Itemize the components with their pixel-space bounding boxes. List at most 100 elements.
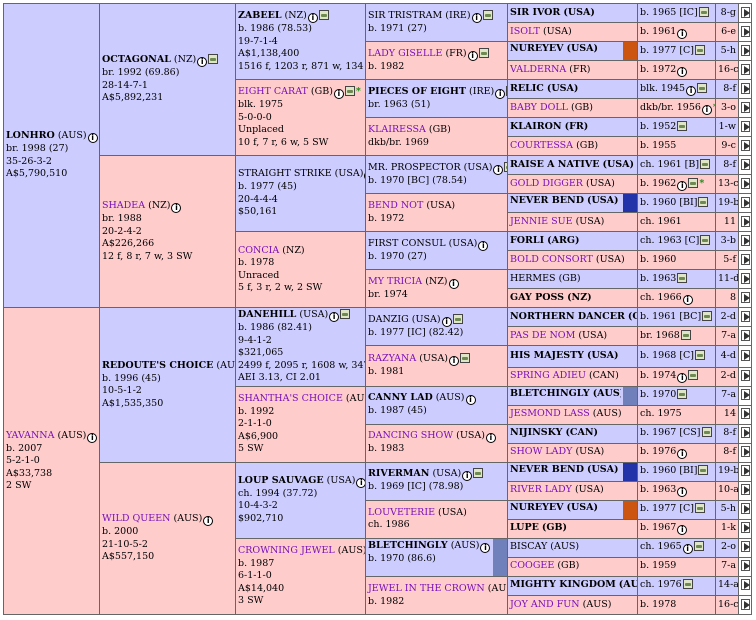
info-icon[interactable]: i [356, 477, 365, 488]
info-icon[interactable]: i [686, 85, 697, 96]
info-icon[interactable]: i [677, 487, 688, 498]
horse-name-link[interactable]: SHANTHA'S CHOICE [238, 392, 343, 404]
photo-icon[interactable] [344, 86, 355, 96]
expand-arrow-icon[interactable] [741, 310, 750, 322]
horse-name-link[interactable]: FORLI [510, 234, 545, 246]
info-icon[interactable]: i [478, 240, 489, 251]
expand-arrow-icon[interactable] [741, 177, 750, 189]
info-icon[interactable]: i [485, 433, 496, 444]
info-icon[interactable]: i [171, 203, 182, 213]
info-icon[interactable]: i [467, 50, 478, 61]
horse-name-link[interactable]: GAY POSS [510, 291, 565, 303]
expand-arrow-icon[interactable] [741, 560, 750, 572]
photo-icon[interactable] [697, 82, 708, 93]
horse-name-link[interactable]: JOY AND FUN [510, 598, 580, 610]
info-icon[interactable]: i [495, 88, 506, 99]
expand-arrow-icon[interactable] [741, 503, 750, 515]
expand-arrow-icon[interactable] [741, 484, 750, 496]
photo-icon[interactable] [473, 468, 484, 479]
horse-name-link[interactable]: SPRING ADIEU [510, 370, 586, 382]
horse-name-link[interactable]: BLETCHINGLY [368, 539, 448, 551]
expand-arrow-icon[interactable] [741, 291, 750, 303]
info-icon[interactable]: i [87, 133, 98, 144]
horse-name-link[interactable]: JESMOND LASS [510, 408, 590, 420]
info-icon[interactable]: i [449, 356, 460, 366]
horse-name-link[interactable]: CONCIA [238, 244, 280, 256]
photo-icon[interactable] [682, 579, 693, 590]
horse-name-link[interactable]: DANEHILL [238, 309, 297, 320]
horse-name-link[interactable]: RIVER LADY [510, 484, 572, 496]
expand-arrow-icon[interactable] [741, 541, 750, 553]
expand-arrow-icon[interactable] [741, 158, 750, 170]
info-icon[interactable]: i [677, 28, 688, 39]
photo-icon[interactable] [702, 310, 713, 321]
horse-name-link[interactable]: OCTAGONAL [102, 54, 171, 66]
info-icon[interactable]: i [480, 542, 491, 553]
horse-name-link[interactable]: MIGHTY KINGDOM [510, 579, 616, 591]
photo-icon[interactable] [677, 389, 688, 400]
info-icon[interactable]: i [462, 471, 473, 482]
info-icon[interactable]: i [677, 373, 688, 384]
horse-name-link[interactable]: RELIC [510, 82, 544, 94]
expand-arrow-icon[interactable] [741, 598, 750, 610]
horse-name-link[interactable]: WILD QUEEN [102, 513, 171, 524]
horse-name-link[interactable]: SIR TRISTRAM [368, 9, 443, 21]
horse-name-link[interactable]: NIJINSKY [510, 427, 563, 439]
info-icon[interactable]: i [677, 66, 688, 77]
horse-name-link[interactable]: HERMES [510, 272, 556, 284]
expand-arrow-icon[interactable] [741, 196, 750, 208]
info-icon[interactable]: i [677, 525, 688, 536]
expand-arrow-icon[interactable] [741, 101, 750, 113]
photo-icon[interactable] [693, 541, 704, 552]
expand-arrow-icon[interactable] [741, 6, 750, 18]
info-icon[interactable]: i [441, 316, 452, 327]
photo-icon[interactable] [695, 350, 705, 360]
expand-arrow-icon[interactable] [741, 446, 750, 458]
horse-name-link[interactable]: NUREYEV [510, 501, 564, 513]
info-icon[interactable]: i [701, 104, 712, 115]
photo-icon[interactable] [208, 54, 219, 65]
photo-icon[interactable] [460, 353, 471, 363]
expand-arrow-icon[interactable] [741, 253, 750, 265]
expand-arrow-icon[interactable] [741, 465, 750, 477]
horse-name-link[interactable]: RAISE A NATIVE [510, 158, 600, 170]
expand-arrow-icon[interactable] [741, 234, 750, 246]
info-icon[interactable]: i [682, 294, 693, 305]
horse-name-link[interactable]: BLETCHINGLY [510, 387, 590, 399]
expand-arrow-icon[interactable] [741, 370, 750, 382]
horse-name-link[interactable]: ISOLT [510, 25, 540, 37]
info-icon[interactable]: i [87, 432, 98, 443]
horse-name-link[interactable]: MY TRICIA [368, 275, 423, 287]
info-icon[interactable]: i [203, 516, 214, 526]
horse-name-link[interactable]: NORTHERN DANCER [510, 310, 625, 322]
info-icon[interactable]: i [471, 12, 482, 23]
expand-arrow-icon[interactable] [741, 82, 750, 94]
horse-name-link[interactable]: JENNIE SUE [510, 215, 573, 227]
photo-icon[interactable] [482, 9, 493, 20]
photo-icon[interactable] [506, 85, 507, 96]
horse-name-link[interactable]: LOUVETERIE [368, 506, 436, 518]
photo-icon[interactable] [688, 370, 699, 381]
photo-icon[interactable] [677, 272, 688, 283]
horse-name-link[interactable]: LONHRO [6, 130, 55, 142]
horse-name-link[interactable]: STRAIGHT STRIKE [238, 168, 332, 180]
horse-name-link[interactable]: SHADEA [102, 200, 146, 211]
photo-icon[interactable] [677, 120, 688, 131]
horse-name-link[interactable]: DANCING SHOW [368, 430, 454, 442]
horse-name-link[interactable]: COURTESSA [510, 139, 574, 151]
horse-name-link[interactable]: MR. PROSPECTOR [368, 161, 461, 173]
expand-arrow-icon[interactable] [741, 63, 750, 75]
info-icon[interactable]: i [465, 395, 476, 406]
info-icon[interactable]: i [333, 89, 344, 99]
horse-name-link[interactable]: PAS DE NOM [510, 329, 576, 341]
info-icon[interactable]: i [677, 180, 688, 191]
photo-icon[interactable] [452, 313, 463, 324]
horse-name-link[interactable]: GOLD DIGGER [510, 177, 583, 189]
info-icon[interactable]: i [197, 57, 208, 68]
expand-arrow-icon[interactable] [741, 25, 750, 37]
horse-name-link[interactable]: JEWEL IN THE CROWN [368, 582, 485, 594]
photo-icon[interactable] [700, 234, 711, 245]
expand-arrow-icon[interactable] [741, 522, 750, 534]
horse-name-link[interactable]: EIGHT CARAT [238, 86, 308, 97]
photo-icon[interactable] [318, 10, 329, 20]
